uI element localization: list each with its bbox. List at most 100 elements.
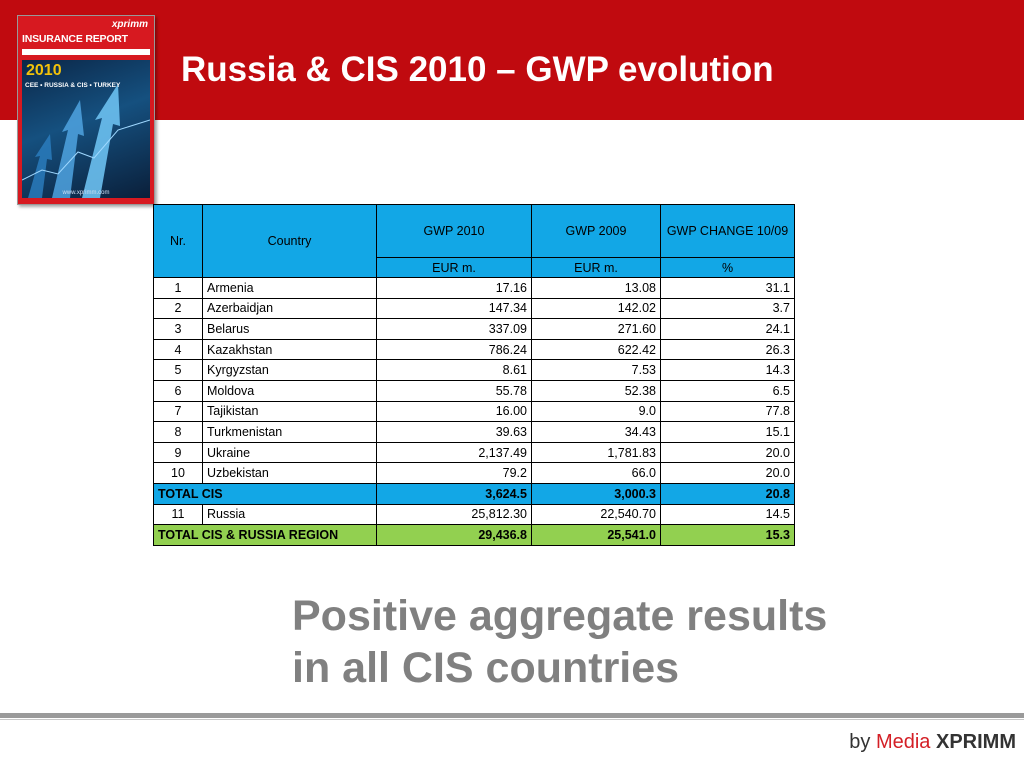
- total-region-gwp-2010: 29,436.8: [376, 524, 532, 546]
- cover-year: 2010: [26, 62, 62, 79]
- footer-divider: [0, 713, 1024, 718]
- cell-gwp-change: 14.3: [660, 359, 795, 381]
- cell-gwp-2009: 142.02: [531, 297, 661, 320]
- cell-gwp-2010: 39.63: [376, 421, 532, 443]
- table-row: 10 Uzbekistan 79.2 66.0 20.0: [153, 462, 795, 484]
- rising-arrows-icon: [22, 84, 150, 198]
- cell-gwp-2009: 9.0: [531, 400, 661, 423]
- cell-country: Turkmenistan: [202, 421, 377, 443]
- cell-gwp-2009: 66.0: [531, 462, 661, 484]
- credit-brand: XPRIMM: [936, 731, 1016, 753]
- cell-gwp-2009: 22,540.70: [531, 503, 661, 526]
- table-header-row: Nr. Country GWP 2010 GWP 2009 GWP CHANGE…: [153, 204, 795, 278]
- tagline-line-2: in all CIS countries: [292, 644, 680, 692]
- cover-title: INSURANCE REPORT: [22, 33, 128, 45]
- cell-nr: 4: [153, 338, 203, 361]
- cell-nr: 2: [153, 297, 203, 320]
- header-nr: Nr.: [153, 204, 203, 278]
- cover-url: www.xprimm.com: [62, 190, 110, 196]
- cell-gwp-2010: 2,137.49: [376, 441, 532, 464]
- cell-gwp-2010: 147.34: [376, 297, 532, 320]
- cell-gwp-2009: 1,781.83: [531, 441, 661, 464]
- cell-country: Ukraine: [202, 441, 377, 464]
- cell-gwp-change: 26.3: [660, 338, 795, 361]
- cell-nr: 7: [153, 400, 203, 423]
- table-units-row: EUR m. EUR m. %: [154, 257, 795, 278]
- table-row: 2 Azerbaidjan 147.34 142.02 3.7: [153, 297, 795, 320]
- total-cis-label: TOTAL CIS: [153, 482, 377, 505]
- total-cis-row: TOTAL CIS 3,624.5 3,000.3 20.8: [153, 482, 795, 505]
- cell-gwp-change: 77.8: [660, 400, 795, 423]
- table-row: 9 Ukraine 2,137.49 1,781.83 20.0: [153, 441, 795, 464]
- unit-gwp-2009: EUR m.: [531, 257, 661, 278]
- cell-gwp-change: 15.1: [660, 421, 795, 443]
- table-row: 4 Kazakhstan 786.24 622.42 26.3: [153, 338, 795, 361]
- cover-artwork: 2010 CEE • RUSSIA & CIS • TURKEY www.xpr…: [22, 60, 150, 198]
- cell-gwp-2009: 622.42: [531, 338, 661, 361]
- cell-country: Kazakhstan: [202, 338, 377, 361]
- cell-gwp-change: 6.5: [660, 379, 795, 402]
- unit-gwp-change: %: [660, 257, 795, 278]
- cell-gwp-change: 14.5: [660, 503, 795, 526]
- header-gwp-2010: GWP 2010: [376, 204, 532, 258]
- cell-gwp-change: 3.7: [660, 297, 795, 320]
- cell-country: Moldova: [202, 379, 377, 402]
- cell-gwp-2009: 13.08: [531, 277, 661, 299]
- credit-by: by: [849, 731, 871, 753]
- cell-country: Belarus: [202, 318, 377, 340]
- cell-country: Kyrgyzstan: [202, 359, 377, 381]
- cell-country: Armenia: [202, 277, 377, 299]
- total-region-gwp-2009: 25,541.0: [531, 524, 661, 546]
- cell-country: Azerbaidjan: [202, 297, 377, 320]
- cell-nr: 11: [153, 503, 203, 526]
- footer-divider-thin: [0, 719, 1024, 720]
- cell-gwp-2010: 17.16: [376, 277, 532, 299]
- cell-country: Russia: [202, 503, 377, 526]
- cell-gwp-2010: 79.2: [376, 462, 532, 484]
- total-region-label: TOTAL CIS & RUSSIA REGION: [153, 524, 377, 546]
- cell-nr: 10: [153, 462, 203, 484]
- tagline-line-1: Positive aggregate results: [292, 592, 828, 640]
- header-gwp-2009: GWP 2009: [531, 204, 661, 258]
- cell-gwp-2010: 25,812.30: [376, 503, 532, 526]
- cell-nr: 6: [153, 379, 203, 402]
- cell-nr: 3: [153, 318, 203, 340]
- cell-nr: 5: [153, 359, 203, 381]
- unit-gwp-2010: EUR m.: [376, 257, 532, 278]
- cell-gwp-change: 20.0: [660, 462, 795, 484]
- table-row: 8 Turkmenistan 39.63 34.43 15.1: [153, 421, 795, 443]
- header-band: [0, 0, 1024, 120]
- cell-gwp-2009: 52.38: [531, 379, 661, 402]
- cover-subtitle: CEE • RUSSIA & CIS • TURKEY: [25, 82, 121, 89]
- cell-gwp-2009: 7.53: [531, 359, 661, 381]
- slide-title: Russia & CIS 2010 – GWP evolution: [181, 50, 774, 89]
- total-cis-gwp-2010: 3,624.5: [376, 482, 532, 505]
- cell-gwp-change: 31.1: [660, 277, 795, 299]
- cell-gwp-2010: 786.24: [376, 338, 532, 361]
- table-row: 6 Moldova 55.78 52.38 6.5: [153, 379, 795, 402]
- table-row: 1 Armenia 17.16 13.08 31.1: [153, 277, 795, 299]
- cell-nr: 9: [153, 441, 203, 464]
- tagline: Positive aggregate results in all CIS co…: [292, 590, 827, 694]
- cell-country: Uzbekistan: [202, 462, 377, 484]
- cell-gwp-2009: 271.60: [531, 318, 661, 340]
- total-region-row: TOTAL CIS & RUSSIA REGION 29,436.8 25,54…: [153, 524, 795, 546]
- total-region-change: 15.3: [660, 524, 795, 546]
- cell-country: Tajikistan: [202, 400, 377, 423]
- cell-gwp-change: 24.1: [660, 318, 795, 340]
- table-row: 3 Belarus 337.09 271.60 24.1: [153, 318, 795, 340]
- cell-gwp-2009: 34.43: [531, 421, 661, 443]
- cell-gwp-2010: 8.61: [376, 359, 532, 381]
- cell-gwp-2010: 16.00: [376, 400, 532, 423]
- total-cis-change: 20.8: [660, 482, 795, 505]
- header-gwp-change: GWP CHANGE 10/09: [660, 204, 795, 258]
- cover-brand-logo: xprimm: [111, 19, 148, 30]
- russia-row: 11 Russia 25,812.30 22,540.70 14.5: [153, 503, 795, 526]
- cell-nr: 1: [153, 277, 203, 299]
- table-row: 5 Kyrgyzstan 8.61 7.53 14.3: [153, 359, 795, 381]
- table-row: 7 Tajikistan 16.00 9.0 77.8: [153, 400, 795, 423]
- report-cover-image: xprimm INSURANCE REPORT 2010 CEE • RUSSI…: [17, 15, 155, 205]
- cell-nr: 8: [153, 421, 203, 443]
- header-country: Country: [202, 204, 377, 278]
- gwp-table: Nr. Country GWP 2010 GWP 2009 GWP CHANGE…: [153, 204, 795, 546]
